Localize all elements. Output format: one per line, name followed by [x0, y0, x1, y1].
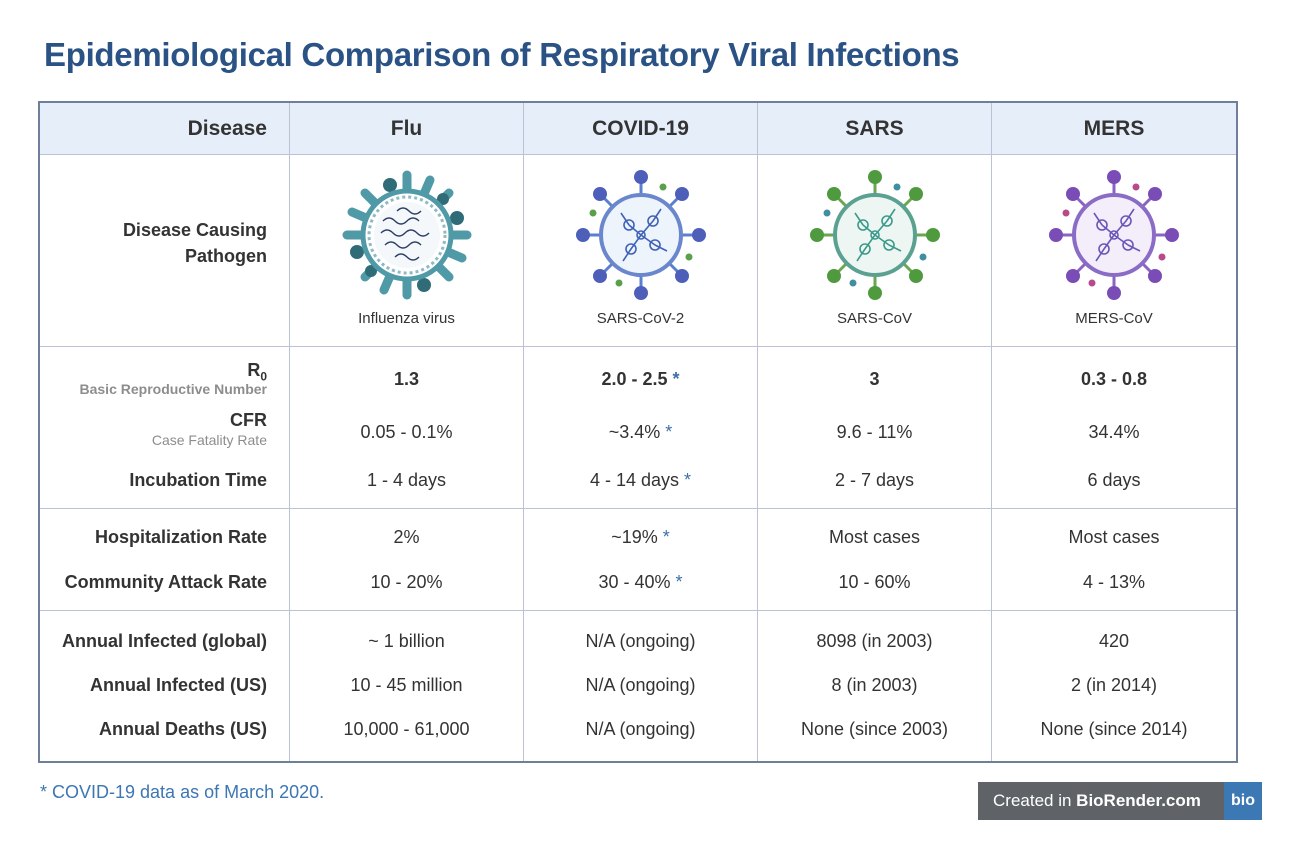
page-title: Epidemiological Comparison of Respirator…	[44, 36, 960, 73]
incubation-covid19-cell: 4 - 14 days *	[524, 470, 757, 491]
incubation-mers: 6 days	[1087, 470, 1141, 490]
row-divider	[40, 154, 1236, 155]
influenza-virus-illustration	[342, 170, 472, 300]
covid-data-footnote: * COVID-19 data as of March 2020.	[40, 782, 325, 802]
cfr-sars: 9.6 - 11%	[836, 422, 913, 442]
r0-letter: R	[247, 360, 261, 380]
infected-us-covid19: N/A (ongoing)	[585, 675, 696, 695]
hospitalization-label: Hospitalization Rate	[94, 527, 267, 547]
infected-global-covid19: N/A (ongoing)	[585, 631, 696, 651]
column-divider	[289, 103, 290, 761]
r0-sars: 3	[869, 369, 880, 389]
attack-rate-covid19: 30 - 40%	[598, 572, 671, 592]
hospitalization-covid19: ~19%	[611, 527, 658, 547]
attack-rate-covid19-cell: 30 - 40% *	[524, 572, 757, 593]
badge-brand: BioRender.com	[1076, 791, 1201, 810]
header-sars: SARS	[845, 117, 904, 140]
header-mers: MERS	[1083, 117, 1145, 140]
pathogen-name-sars: SARS-CoV	[836, 310, 913, 327]
cfr-covid19-cell: ~3.4% *	[524, 422, 757, 443]
deaths-us-covid19: N/A (ongoing)	[585, 719, 696, 739]
hospitalization-sars: Most cases	[828, 527, 921, 547]
hospitalization-flu: 2%	[393, 527, 420, 547]
comparison-table: Disease Flu COVID-19 SARS MERS Disease C…	[38, 101, 1238, 763]
sars-cov-2-virus-illustration	[576, 170, 706, 300]
attack-rate-flu: 10 - 20%	[370, 572, 443, 592]
infected-us-mers: 2 (in 2014)	[1070, 675, 1158, 695]
r0-covid19-cell: 2.0 - 2.5 *	[524, 369, 757, 390]
hospitalization-covid19-cell: ~19% *	[524, 527, 757, 548]
incubation-label: Incubation Time	[129, 470, 267, 490]
infected-global-flu: ~ 1 billion	[368, 631, 445, 651]
cfr-label: CFR	[230, 410, 267, 430]
biorender-badge[interactable]: Created in BioRender.com bio	[978, 782, 1262, 820]
pathogen-label-line1: Disease Causing	[122, 220, 267, 240]
badge-prefix: Created in	[993, 791, 1077, 810]
header-covid19: COVID-19	[592, 117, 689, 140]
attack-rate-mers: 4 - 13%	[1082, 572, 1146, 592]
pathogen-name-covid19: SARS-CoV-2	[596, 310, 685, 327]
flu-spikes	[342, 170, 472, 300]
incubation-flu: 1 - 4 days	[366, 470, 447, 490]
r0-covid19: 2.0 - 2.5	[601, 369, 668, 389]
pathogen-name-mers: MERS-CoV	[1075, 310, 1153, 327]
infected-us-flu: 10 - 45 million	[350, 675, 463, 695]
row-divider	[40, 346, 1236, 347]
cfr-flu: 0.05 - 0.1%	[360, 422, 453, 442]
asterisk-icon: *	[662, 527, 670, 547]
infected-us-label: Annual Infected (US)	[89, 675, 267, 695]
deaths-us-sars: None (since 2003)	[800, 719, 949, 739]
row-divider	[40, 508, 1236, 509]
mers-cov-virus-illustration	[1049, 170, 1179, 300]
pathogen-name-flu: Influenza virus	[358, 310, 455, 327]
r0-sublabel: Basic Reproductive Number	[79, 381, 268, 397]
r0-flu: 1.3	[393, 369, 420, 389]
asterisk-icon: *	[684, 470, 692, 490]
infected-global-mers: 420	[1098, 631, 1130, 651]
deaths-us-mers: None (since 2014)	[1040, 719, 1188, 739]
infected-us-sars: 8 (in 2003)	[831, 675, 918, 695]
asterisk-icon: *	[675, 572, 683, 592]
r0-mers: 0.3 - 0.8	[1080, 369, 1148, 389]
table-header-background	[40, 103, 1236, 154]
deaths-us-label: Annual Deaths (US)	[98, 719, 267, 739]
column-divider	[523, 103, 524, 761]
r0-label: R0	[40, 360, 267, 384]
cfr-mers: 34.4%	[1088, 422, 1140, 442]
asterisk-icon: *	[665, 422, 673, 442]
sars-cov-virus-illustration	[810, 170, 940, 300]
deaths-us-flu: 10,000 - 61,000	[343, 719, 470, 739]
pathogen-label-line2: Pathogen	[184, 246, 267, 266]
hospitalization-mers: Most cases	[1068, 527, 1160, 547]
cfr-sublabel: Case Fatality Rate	[151, 432, 267, 448]
cfr-covid19: ~3.4%	[608, 422, 661, 442]
infected-global-sars: 8098 (in 2003)	[816, 631, 933, 651]
asterisk-icon: *	[672, 369, 680, 389]
r0-subscript: 0	[260, 369, 267, 384]
column-divider	[757, 103, 758, 761]
attack-rate-sars: 10 - 60%	[838, 572, 911, 592]
infected-global-label: Annual Infected (global)	[62, 631, 267, 651]
incubation-sars: 2 - 7 days	[834, 470, 915, 490]
attack-rate-label: Community Attack Rate	[64, 572, 267, 592]
incubation-covid19: 4 - 14 days	[589, 470, 680, 490]
header-flu: Flu	[390, 117, 423, 140]
biorender-logo-icon: bio	[1224, 782, 1262, 820]
header-disease-label: Disease	[187, 117, 267, 140]
row-divider	[40, 610, 1236, 611]
column-divider	[991, 103, 992, 761]
